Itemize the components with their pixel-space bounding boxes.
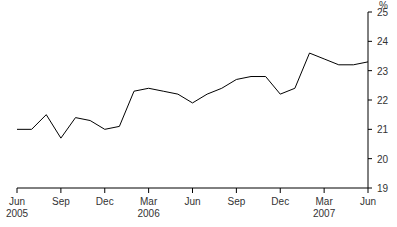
x-tick-label-line: Jun [9, 196, 25, 207]
x-tick-label: Jun [360, 196, 376, 207]
y-tick [368, 41, 372, 42]
x-tick-label-line: Sep [227, 196, 245, 207]
x-tick [280, 188, 281, 193]
x-tick-label: Jun2005 [6, 196, 29, 219]
y-tick-label: 20 [377, 154, 389, 165]
x-tick-label: Sep [52, 196, 70, 207]
y-tick-label: 21 [377, 124, 389, 135]
plot-area [17, 53, 368, 138]
x-tick-label: Sep [227, 196, 245, 207]
x-tick-label-line: 2006 [138, 208, 161, 219]
x-tick-label-line: Mar [316, 196, 334, 207]
y-tick-label: 23 [377, 66, 389, 77]
series-line [17, 53, 368, 138]
y-tick-label: 19 [377, 183, 389, 194]
x-tick [368, 188, 369, 193]
y-tick [368, 158, 372, 159]
x-tick-label-line: Jun [184, 196, 200, 207]
x-tick-label: Dec [271, 196, 289, 207]
y-tick [368, 129, 372, 130]
x-tick-label: Mar2006 [138, 196, 161, 219]
x-tick-label: Dec [96, 196, 114, 207]
x-tick-label-line: Dec [96, 196, 114, 207]
x-tick [192, 188, 193, 193]
y-tick [368, 70, 372, 71]
x-tick-label: Mar2007 [313, 196, 336, 219]
x-tick [236, 188, 237, 193]
y-tick-label: 22 [377, 95, 389, 106]
x-tick-label-line: Jun [360, 196, 376, 207]
y-axis-label: % [379, 0, 388, 11]
y-tick [368, 100, 372, 101]
x-tick [60, 188, 61, 193]
x-tick-label-line: Mar [140, 196, 158, 207]
x-tick-label-line: Sep [52, 196, 70, 207]
x-tick-label: Jun [184, 196, 200, 207]
y-tick [368, 188, 372, 189]
y-tick [368, 12, 372, 13]
x-tick-label-line: Dec [271, 196, 289, 207]
y-tick-label: 24 [377, 36, 389, 47]
x-tick [148, 188, 149, 193]
x-tick-label-line: 2007 [313, 208, 336, 219]
x-tick [324, 188, 325, 193]
x-tick [17, 188, 18, 193]
x-tick-label-line: 2005 [6, 208, 29, 219]
x-tick [104, 188, 105, 193]
